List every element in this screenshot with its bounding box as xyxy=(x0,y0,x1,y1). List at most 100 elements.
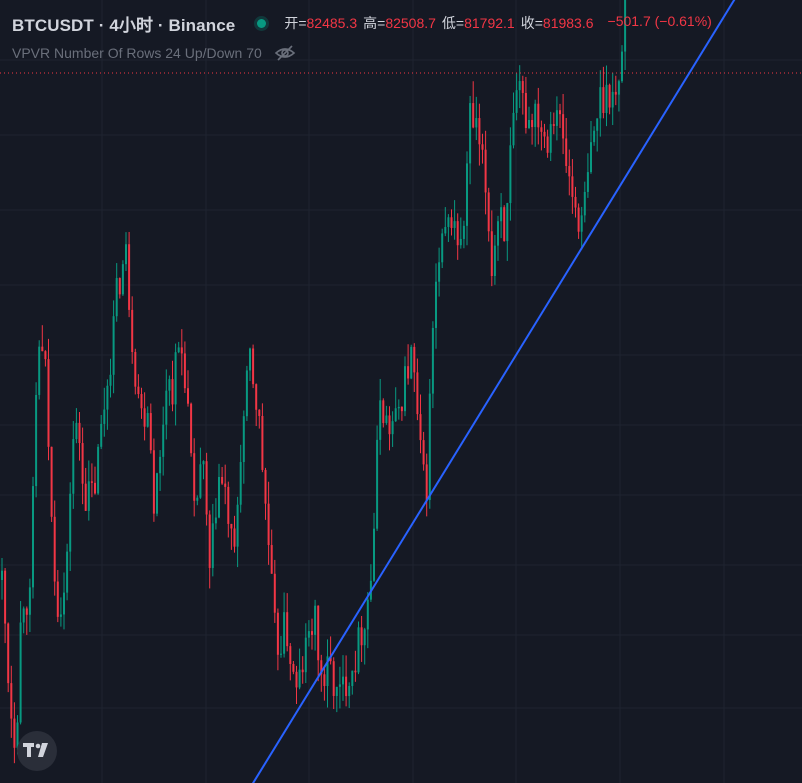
candle xyxy=(438,247,441,297)
candle xyxy=(431,321,434,409)
candle xyxy=(162,406,165,476)
candle xyxy=(531,113,534,145)
candle xyxy=(453,200,456,240)
candle xyxy=(78,412,81,461)
candle xyxy=(196,495,199,506)
candle xyxy=(174,343,177,426)
candle xyxy=(543,123,546,148)
candle xyxy=(183,341,186,394)
candle xyxy=(63,572,65,630)
candle xyxy=(596,118,599,152)
candle xyxy=(273,559,276,623)
candle xyxy=(304,623,307,684)
candle xyxy=(487,187,490,242)
candle xyxy=(125,232,127,272)
candle xyxy=(435,263,437,349)
candle xyxy=(484,130,487,215)
candle xyxy=(137,374,140,399)
candle xyxy=(242,410,245,484)
candle xyxy=(152,438,155,522)
indicator-legend[interactable]: VPVR Number Of Rows 24 Up/Down 70 xyxy=(12,44,296,62)
candle xyxy=(500,193,503,239)
candle xyxy=(472,81,475,129)
market-status-icon[interactable] xyxy=(257,18,267,28)
symbol-title[interactable]: BTCUSDT · 4小时 · Binance xyxy=(12,15,236,35)
candle xyxy=(156,472,158,517)
open-label: 开= xyxy=(284,15,307,31)
candle xyxy=(112,300,115,394)
low-value: 81792.1 xyxy=(464,15,515,31)
candle xyxy=(249,347,251,381)
candle xyxy=(335,686,338,713)
candle xyxy=(571,159,574,214)
candle xyxy=(546,129,549,158)
candle xyxy=(348,682,351,708)
candle xyxy=(165,369,168,440)
candle xyxy=(407,344,410,385)
candle xyxy=(363,627,366,665)
candle xyxy=(512,92,515,149)
candle xyxy=(84,467,87,511)
candle xyxy=(515,73,518,121)
candle xyxy=(447,214,450,242)
candle xyxy=(298,648,301,690)
candle xyxy=(19,601,22,725)
candle xyxy=(593,126,596,146)
candle xyxy=(56,570,59,623)
low-label: 低= xyxy=(441,15,465,31)
candle xyxy=(382,398,385,428)
candle xyxy=(599,70,602,137)
candle xyxy=(611,72,614,126)
candle xyxy=(7,622,10,693)
candle xyxy=(413,343,416,392)
candle xyxy=(87,460,90,521)
candle xyxy=(276,608,279,671)
candle xyxy=(239,444,242,513)
candle xyxy=(264,467,267,520)
candle xyxy=(586,153,589,198)
candle xyxy=(211,503,214,577)
candle xyxy=(230,523,233,550)
candle xyxy=(94,466,96,495)
candle xyxy=(252,344,255,389)
tradingview-logo-icon[interactable] xyxy=(17,731,57,771)
indicator-label[interactable]: VPVR Number Of Rows 24 Up/Down 70 xyxy=(12,45,262,61)
candle xyxy=(66,543,69,601)
candle xyxy=(115,263,118,322)
candle xyxy=(47,338,50,461)
candle xyxy=(140,387,143,419)
candle xyxy=(22,606,25,634)
ohlc-values: 开=82485.3 高=82508.7 低=81792.1 收=81983.6 … xyxy=(284,13,711,33)
candle xyxy=(391,411,394,447)
candle xyxy=(478,103,481,166)
candle xyxy=(537,87,540,145)
candle xyxy=(425,453,428,517)
candle xyxy=(369,564,372,602)
candle xyxy=(323,666,326,701)
candle xyxy=(428,379,431,509)
candle xyxy=(574,186,577,218)
candle xyxy=(32,476,34,599)
candle xyxy=(103,387,106,437)
candle xyxy=(624,0,627,71)
high-label: 高= xyxy=(363,15,386,31)
candle xyxy=(555,96,558,141)
candle xyxy=(351,670,354,695)
candle xyxy=(332,657,335,710)
trendline[interactable] xyxy=(246,0,752,783)
candle xyxy=(1,557,3,600)
candle xyxy=(311,618,313,650)
candle xyxy=(301,656,304,684)
candle xyxy=(481,133,484,164)
candle xyxy=(221,467,224,485)
candle xyxy=(245,365,248,421)
candle xyxy=(289,643,292,681)
candle xyxy=(168,375,171,406)
candle xyxy=(190,402,193,457)
candle xyxy=(44,350,47,367)
eye-hidden-icon[interactable] xyxy=(274,44,296,62)
candle xyxy=(338,666,341,709)
candle xyxy=(199,447,202,499)
